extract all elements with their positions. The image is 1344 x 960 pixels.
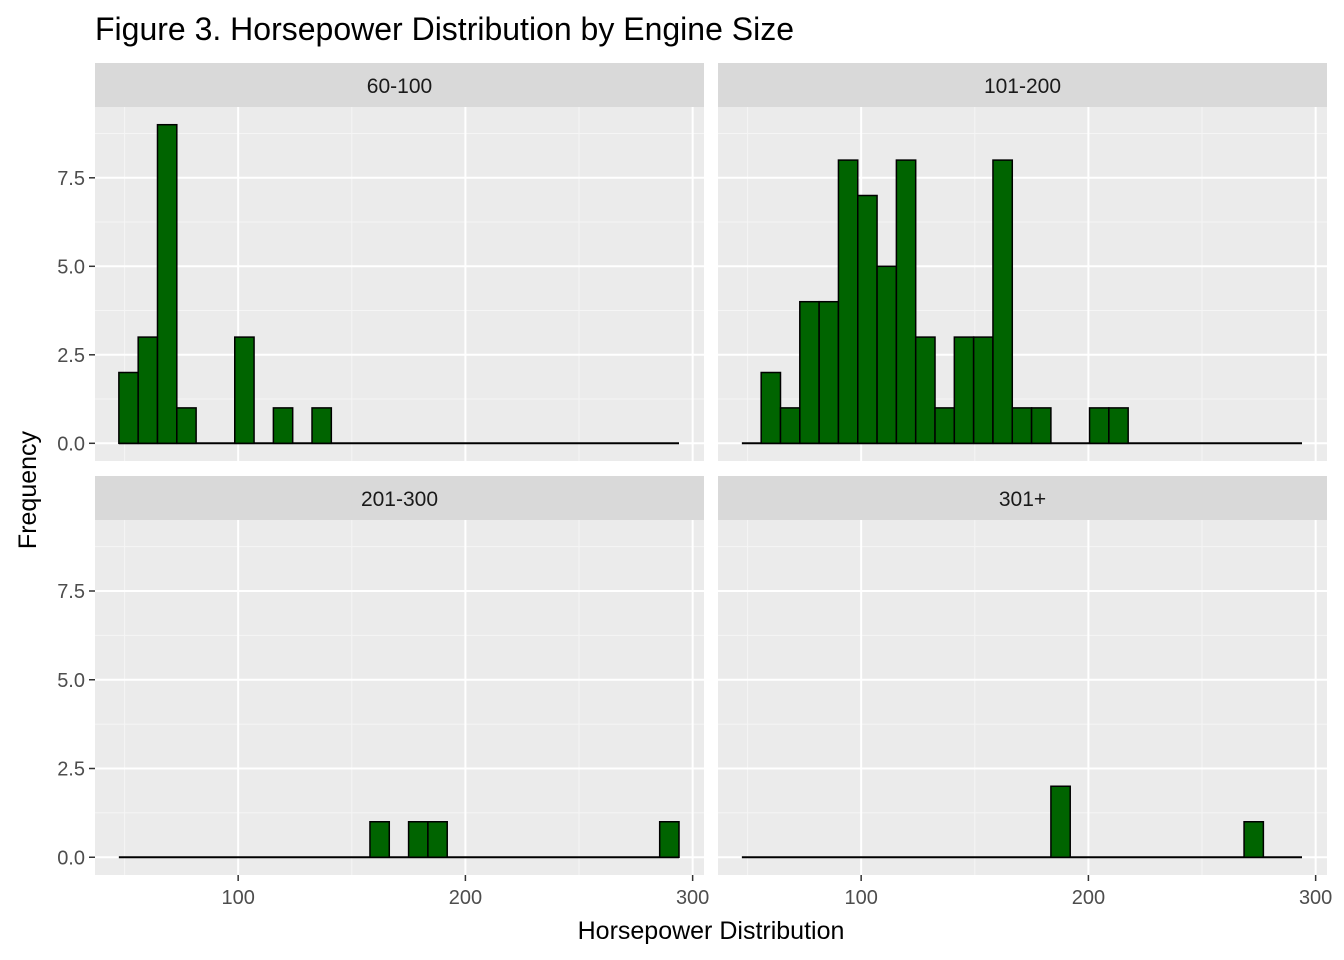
histogram-bar	[837, 159, 859, 445]
histogram-bar	[658, 821, 680, 858]
y-axis-label: Frequency	[14, 430, 42, 549]
histogram-bar	[1108, 407, 1129, 445]
facet-strip	[718, 476, 1327, 520]
y-tick-label: 7.5	[57, 168, 85, 190]
histogram-bar	[779, 407, 801, 445]
chart-title: Figure 3. Horsepower Distribution by Eng…	[95, 11, 794, 47]
panel-background	[95, 520, 704, 875]
facet-strip	[95, 63, 704, 107]
histogram-bar	[137, 336, 159, 445]
histogram-bar	[895, 159, 917, 445]
x-tick-label: 300	[676, 887, 709, 909]
x-axis-label: Horsepower Distribution	[578, 917, 845, 945]
histogram-bar	[1050, 785, 1071, 858]
y-tick-label: 0.0	[57, 433, 85, 455]
y-tick-label: 2.5	[57, 759, 85, 781]
facet-panel: 60-100 0.0 2.5 5.0 7.5	[57, 63, 704, 461]
histogram-bar	[876, 265, 898, 445]
histogram-bar	[272, 407, 294, 445]
histogram-bar	[953, 336, 975, 445]
histogram-bar	[427, 821, 448, 858]
histogram-bar	[760, 371, 782, 445]
facet-panel: 101-200	[718, 63, 1327, 461]
facet-strip-label: 60-100	[367, 75, 432, 98]
y-tick-label: 2.5	[57, 345, 85, 367]
panel-background	[718, 520, 1327, 875]
histogram-bar	[1243, 821, 1265, 858]
histogram-bar	[311, 407, 333, 445]
facet-strip-label: 301+	[999, 488, 1046, 511]
histogram-bar	[914, 336, 936, 445]
y-tick-label: 7.5	[57, 581, 85, 603]
x-tick-label: 100	[844, 887, 877, 909]
histogram-bar	[176, 407, 197, 445]
histogram-bar	[156, 123, 178, 445]
x-tick-label: 200	[449, 887, 482, 909]
y-tick-label: 5.0	[57, 670, 85, 692]
histogram-bar	[818, 300, 840, 445]
facet-strip-label: 201-300	[361, 488, 438, 511]
facet-strip	[95, 476, 704, 520]
x-tick-label: 100	[221, 887, 254, 909]
facet-panels: 60-100 0.0 2.5 5.0 7.5 101-200 201-300 0.0 2.5 5.…	[57, 63, 1332, 909]
x-tick-label: 200	[1072, 887, 1105, 909]
facet-strip-label: 101-200	[984, 75, 1061, 98]
histogram-bar	[234, 336, 255, 445]
histogram-bar	[1011, 407, 1033, 445]
facet-panel: 301+ 100 200 300	[718, 476, 1332, 909]
histogram-bar	[118, 371, 139, 445]
facet-strip	[718, 63, 1327, 107]
panel-background	[95, 107, 704, 461]
histogram-bar	[407, 821, 429, 858]
x-tick-label: 300	[1299, 887, 1332, 909]
histogram-bar	[972, 336, 994, 445]
y-tick-label: 0.0	[57, 847, 85, 869]
histogram-bar	[992, 159, 1014, 445]
facet-panel: 201-300 0.0 2.5 5.0 7.5 100 200 300	[57, 476, 709, 909]
histogram-bar	[1088, 407, 1110, 445]
histogram-bar	[369, 821, 391, 858]
histogram-bar	[799, 300, 820, 445]
y-tick-label: 5.0	[57, 256, 85, 278]
histogram-bar	[857, 194, 878, 445]
histogram-bar	[1030, 407, 1052, 445]
histogram-bar	[934, 407, 956, 445]
